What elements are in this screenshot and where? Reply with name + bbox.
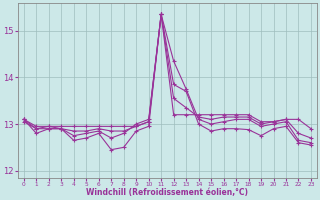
X-axis label: Windchill (Refroidissement éolien,°C): Windchill (Refroidissement éolien,°C) (86, 188, 248, 197)
